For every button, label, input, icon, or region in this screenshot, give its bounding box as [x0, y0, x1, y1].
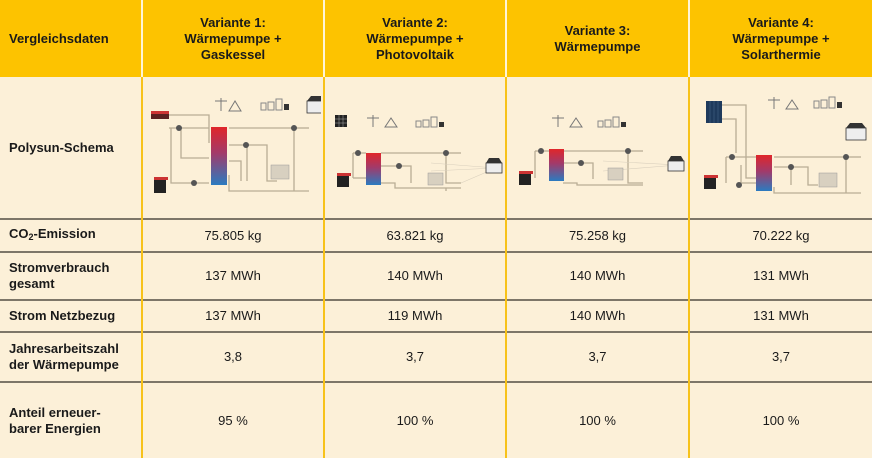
variant-2-line3: Photovoltaik — [375, 46, 454, 62]
variant-2-line2: Wärmepumpe + — [366, 30, 464, 46]
co2-label-sub: 2 — [28, 232, 34, 242]
value-cell: 95 % — [141, 381, 324, 458]
variant-1-line2: Wärmepumpe + — [184, 30, 282, 46]
label-line-1: Anteil erneuer- — [9, 404, 101, 420]
row-jahresarbeitszahl: Jahresarbeitszahl der Wärmepumpe 3,8 3,7… — [0, 331, 872, 382]
row-co2-emission: CO2-Emission 75.805 kg 63.821 kg 75.258 … — [0, 218, 872, 252]
value-cell: 131 MWh — [688, 299, 872, 332]
row-label: Stromverbrauch gesamt — [0, 251, 142, 300]
schema-waermepumpe-icon — [519, 114, 685, 186]
row-label: Anteil erneuer- barer Energien — [0, 381, 142, 458]
label-line-2: gesamt — [9, 276, 55, 291]
value-cell: 100 % — [505, 381, 689, 458]
label-line-2: barer Energien — [9, 420, 101, 436]
co2-label-rest: -Emission — [33, 226, 96, 241]
header-row: Vergleichsdaten Variante 1: Wärmepumpe +… — [0, 0, 872, 77]
row-label: CO2-Emission — [0, 218, 142, 252]
value-cell: 3,8 — [141, 331, 324, 382]
header-variant-1: Variante 1: Wärmepumpe + Gaskessel — [141, 0, 324, 77]
comparison-table: Vergleichsdaten Variante 1: Wärmepumpe +… — [0, 0, 872, 458]
schema-cell-2 — [323, 77, 506, 219]
value-cell: 100 % — [323, 381, 506, 458]
row-anteil-erneuerbarer-energien: Anteil erneuer- barer Energien 95 % 100 … — [0, 381, 872, 458]
header-variant-4: Variante 4: Wärmepumpe + Solarthermie — [688, 0, 872, 77]
schema-cell-4 — [688, 77, 872, 219]
variant-3-line2: Wärmepumpe — [554, 38, 641, 54]
label-line-1: Stromverbrauch — [9, 260, 110, 275]
value-cell: 137 MWh — [141, 299, 324, 332]
row-polysun-schema: Polysun-Schema — [0, 77, 872, 219]
value-cell: 119 MWh — [323, 299, 506, 332]
value-cell: 140 MWh — [505, 299, 689, 332]
row-stromverbrauch-gesamt: Stromverbrauch gesamt 137 MWh 140 MWh 14… — [0, 251, 872, 300]
variant-1-title: Variante 1: — [200, 14, 266, 30]
value-cell: 140 MWh — [505, 251, 689, 300]
value-cell: 70.222 kg — [688, 218, 872, 252]
variant-4-line2: Wärmepumpe + — [732, 30, 830, 46]
value-cell: 3,7 — [323, 331, 506, 382]
header-variant-2: Variante 2: Wärmepumpe + Photovoltaik — [323, 0, 506, 77]
value-cell: 100 % — [688, 381, 872, 458]
header-variant-3: Variante 3: Wärmepumpe — [505, 0, 689, 77]
row-label: Jahresarbeitszahl der Wärmepumpe — [0, 331, 142, 382]
variant-1-line3: Gaskessel — [200, 46, 266, 62]
label-line-1: Jahresarbeitszahl — [9, 341, 119, 356]
value-cell: 63.821 kg — [323, 218, 506, 252]
co2-label-main: CO — [9, 226, 29, 241]
variant-4-title: Variante 4: — [748, 14, 814, 30]
variant-2-title: Variante 2: — [382, 14, 448, 30]
value-cell: 3,7 — [688, 331, 872, 382]
value-cell: 3,7 — [505, 331, 689, 382]
schema-gaskessel-icon — [151, 95, 321, 193]
row-strom-netzbezug: Strom Netzbezug 137 MWh 119 MWh 140 MWh … — [0, 299, 872, 332]
label-line-2: der Wärmepumpe — [9, 357, 119, 372]
value-cell: 75.805 kg — [141, 218, 324, 252]
row-label: Strom Netzbezug — [0, 299, 142, 332]
header-label: Vergleichsdaten — [0, 0, 142, 77]
schema-cell-1 — [141, 77, 324, 219]
value-cell: 75.258 kg — [505, 218, 689, 252]
value-cell: 140 MWh — [323, 251, 506, 300]
variant-4-line3: Solarthermie — [741, 46, 821, 62]
variant-3-title: Variante 3: — [564, 22, 631, 38]
value-cell: 131 MWh — [688, 251, 872, 300]
schema-solarthermie-icon — [704, 96, 867, 194]
value-cell: 137 MWh — [141, 251, 324, 300]
row-label: Polysun-Schema — [0, 77, 142, 219]
schema-cell-3 — [505, 77, 689, 219]
schema-photovoltaik-icon — [335, 114, 503, 191]
